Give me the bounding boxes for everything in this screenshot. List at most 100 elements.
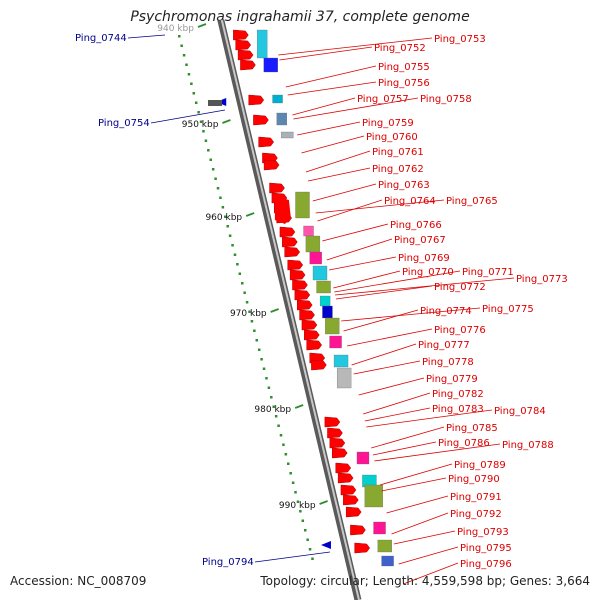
leader-line	[381, 477, 447, 492]
gene-arrow	[340, 484, 357, 496]
leader-line	[292, 97, 356, 116]
leader-line	[127, 34, 166, 39]
forward-gene-label: Ping_0783	[432, 404, 484, 415]
scale-dot	[238, 272, 242, 275]
gene-arrow	[292, 279, 308, 291]
forward-gene-label: Ping_0785	[446, 423, 498, 434]
scale-tick	[319, 500, 328, 505]
leader-line	[335, 285, 433, 300]
scale-dot	[216, 187, 220, 190]
scale-dot	[265, 377, 268, 380]
forward-gene-label: Ping_0761	[372, 147, 424, 158]
forward-gene-label: Ping_0770	[402, 267, 454, 278]
leader-line	[278, 37, 433, 56]
leader-line	[366, 409, 493, 428]
gene-arrow	[294, 289, 311, 301]
leader-line	[374, 443, 501, 462]
forward-gene-label: Ping_0777	[418, 340, 470, 351]
scale-dot	[284, 453, 288, 456]
scale-dot	[211, 168, 215, 171]
scale-dot	[248, 310, 251, 313]
scale-dot	[279, 434, 283, 437]
scale-dot	[255, 339, 259, 342]
leader-line	[312, 183, 377, 202]
gene-box	[325, 317, 340, 335]
scale-dot	[272, 405, 275, 408]
scale-dot	[282, 443, 285, 446]
gene-arrow	[269, 182, 285, 194]
scale-dot	[197, 111, 200, 114]
forward-gene-label: Ping_0752	[374, 43, 426, 54]
scale-dot	[260, 358, 263, 361]
leader-line	[333, 270, 401, 289]
scale-tick	[245, 212, 255, 217]
forward-gene-label: Ping_0772	[434, 282, 486, 293]
gene-arrow	[287, 259, 304, 271]
scale-dot	[287, 462, 290, 465]
gene-arrow	[282, 236, 298, 248]
leader-line	[329, 256, 397, 271]
scale-dot	[299, 510, 302, 513]
genome-summary: Topology: circular; Length: 4,559,598 bp…	[260, 574, 590, 588]
leader-line	[287, 81, 377, 96]
scale-dot	[231, 244, 234, 247]
gene-box	[208, 100, 222, 106]
leader-line	[379, 463, 453, 486]
scale-dot	[303, 529, 307, 532]
scale-dot	[178, 35, 181, 38]
gene-box	[257, 29, 268, 59]
forward-gene-label: Ping_0755	[378, 62, 430, 73]
scale-dot	[228, 234, 232, 237]
leader-line	[398, 546, 459, 565]
scale-dot	[243, 291, 246, 294]
leader-line	[371, 426, 445, 449]
gene-box	[356, 451, 370, 465]
leader-line	[293, 97, 419, 120]
map-title: Psychromonas ingrahamii 37, complete gen…	[130, 9, 470, 25]
gene-arrow	[240, 59, 256, 71]
scale-dot	[192, 92, 196, 95]
leader-line	[317, 199, 383, 222]
scale-dot	[207, 149, 210, 152]
reverse-gene-label: Ping_0794	[202, 557, 254, 568]
forward-gene-label: Ping_0790	[448, 474, 500, 485]
scale-dot	[236, 263, 239, 266]
leader-line	[363, 392, 431, 415]
gene-box	[322, 305, 333, 319]
gene-arrow	[343, 494, 359, 506]
scale-label: 950 kbp	[182, 120, 219, 130]
forward-gene-label: Ping_0779	[426, 374, 478, 385]
forward-gene-label: Ping_0792	[450, 509, 502, 520]
gene-arrow	[301, 319, 318, 331]
gene-arrow	[289, 269, 306, 281]
gene-box	[381, 555, 394, 567]
leader-line	[305, 150, 371, 173]
leader-line	[315, 199, 445, 214]
forward-gene-label: Ping_0773	[516, 274, 568, 285]
leader-line	[254, 551, 331, 563]
leader-line	[297, 121, 361, 136]
scale-dot	[291, 481, 295, 484]
leader-line	[301, 135, 365, 154]
scale-dot	[190, 82, 193, 85]
forward-gene-label: Ping_0788	[502, 440, 554, 451]
scale-dot	[289, 472, 292, 475]
gene-box	[377, 539, 392, 553]
reverse-gene-label: Ping_0754	[98, 118, 150, 129]
forward-gene-label: Ping_0762	[372, 164, 424, 175]
reverse-gene-label: Ping_0744	[75, 33, 127, 44]
leader-line	[341, 307, 481, 322]
scale-tick	[197, 23, 207, 28]
leader-line	[403, 562, 459, 585]
gene-arrow	[327, 427, 343, 439]
scale-dot	[185, 63, 188, 66]
gene-box	[312, 265, 328, 281]
gene-arrow	[284, 246, 300, 258]
scale-tick	[294, 404, 304, 409]
forward-gene-label: Ping_0764	[384, 196, 436, 207]
gene-arrow	[299, 309, 315, 321]
backbone-highlight	[220, 19, 360, 600]
gene-box	[336, 367, 352, 389]
gene-box	[364, 484, 383, 508]
scale-dot	[274, 415, 278, 418]
